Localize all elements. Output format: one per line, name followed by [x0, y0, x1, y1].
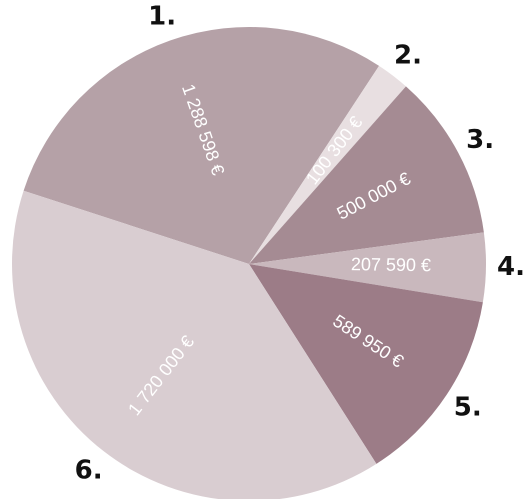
value-label: 207 590 €	[351, 254, 431, 275]
category-label: 4.	[497, 252, 525, 282]
pie-slice	[249, 86, 484, 265]
pie-slice	[23, 27, 380, 265]
pie-slice	[249, 232, 486, 303]
category-label: 6.	[75, 456, 103, 486]
pie-slice	[249, 264, 483, 464]
category-label: 5.	[454, 393, 482, 423]
category-label: 2.	[394, 40, 422, 70]
pie-slice	[249, 65, 406, 264]
pie-slice	[12, 190, 377, 499]
category-label: 1.	[148, 1, 176, 31]
category-label: 3.	[466, 125, 494, 155]
